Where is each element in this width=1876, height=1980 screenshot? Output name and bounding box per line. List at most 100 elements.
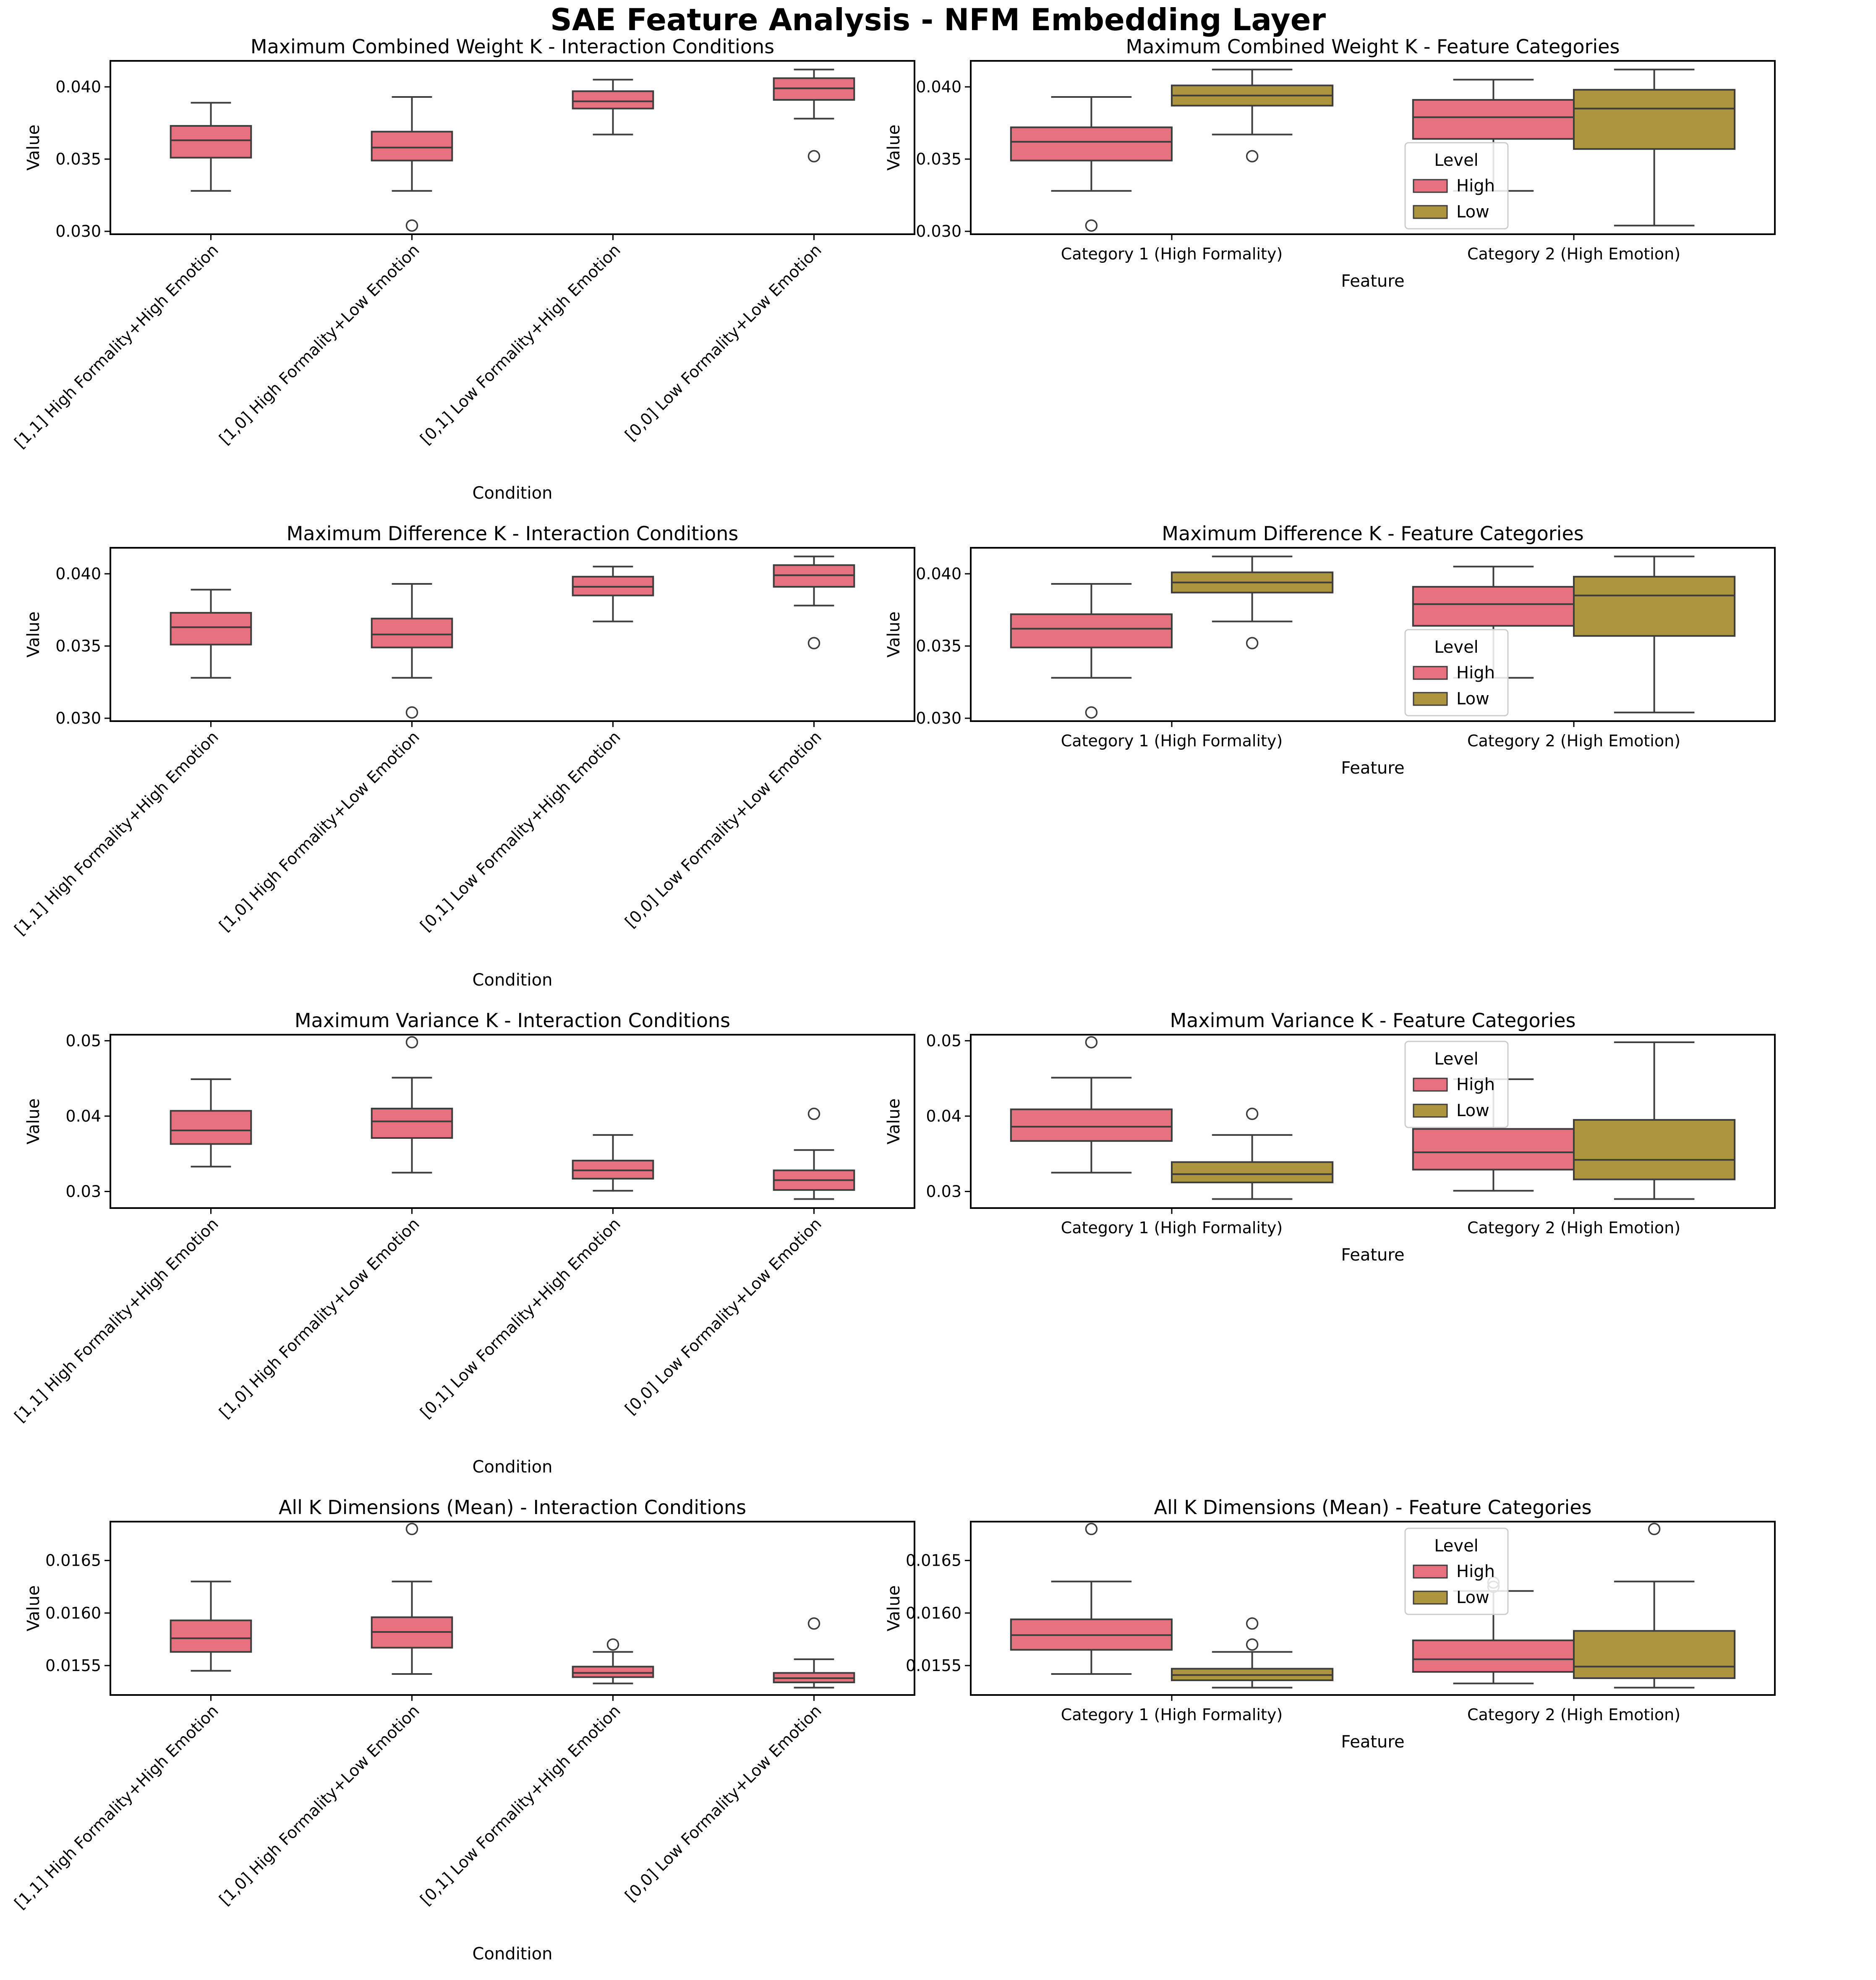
y-tick-label: 0.0155 — [906, 1656, 962, 1675]
x-axis-label: Feature — [1341, 1732, 1404, 1752]
box-iqr — [371, 617, 453, 649]
panel-r2c0: Maximum Variance K - Interaction Conditi… — [11, 1009, 915, 1477]
legend-title: Level — [1434, 1049, 1479, 1069]
x-tick-label: [0,0] Low Formality+Low Emotion — [622, 241, 825, 444]
y-tick-label: 0.05 — [65, 1031, 101, 1050]
panel-title: All K Dimensions (Mean) - Interaction Co… — [279, 1496, 746, 1519]
y-tick-label: 0.035 — [55, 150, 101, 168]
box-iqr — [371, 1107, 453, 1139]
outlier-point — [405, 1522, 418, 1535]
legend-swatch-high — [1413, 179, 1448, 193]
legend-swatch-low — [1413, 1104, 1448, 1118]
axes-frame — [110, 1521, 915, 1696]
axes-frame — [970, 1034, 1776, 1209]
outlier-point — [1246, 1638, 1259, 1651]
box-iqr — [1412, 586, 1575, 627]
y-axis-label: Value — [24, 1099, 43, 1145]
box-category-1-high-formality--low — [1171, 1107, 1334, 1200]
box-category-1-high-formality--high — [1010, 583, 1173, 719]
y-axis-label: Value — [24, 1585, 43, 1632]
outlier-point — [1246, 1107, 1259, 1120]
outlier-point — [1085, 1522, 1098, 1535]
y-tick-label: 0.040 — [916, 78, 962, 96]
panel-title: Maximum Variance K - Feature Categories — [1170, 1009, 1576, 1032]
legend-label-low: Low — [1456, 1101, 1489, 1120]
panel-r3c1: All K Dimensions (Mean) - Feature Catego… — [884, 1496, 1776, 1752]
box-iqr — [1412, 1639, 1575, 1673]
outlier-point — [1246, 150, 1259, 162]
y-tick-label: 0.030 — [55, 709, 101, 727]
x-tick-label: Category 1 (High Formality) — [1061, 1219, 1283, 1237]
panel-r2c1: Maximum Variance K - Feature Categories 0… — [884, 1009, 1776, 1265]
box-iqr — [170, 125, 252, 159]
legend-label-high: High — [1456, 1562, 1495, 1581]
x-tick-label: Category 2 (High Emotion) — [1467, 732, 1680, 750]
legend-swatch-high — [1413, 1564, 1448, 1579]
panel-title: Maximum Difference K - Interaction Condi… — [287, 522, 739, 545]
y-tick-label: 0.030 — [916, 222, 962, 241]
outlier-point — [807, 637, 820, 649]
legend-swatch-low — [1413, 1590, 1448, 1605]
box--1-0-high-formality-low-emotion-high — [371, 1036, 453, 1174]
legend-label-high: High — [1456, 663, 1495, 683]
x-tick-label: Category 1 (High Formality) — [1061, 1705, 1283, 1724]
x-tick-label: Category 1 (High Formality) — [1061, 245, 1283, 263]
outlier-point — [405, 219, 418, 232]
y-axis-label: Value — [884, 125, 904, 171]
box-category-1-high-formality--high — [1010, 1036, 1173, 1174]
box-iqr — [1573, 1119, 1736, 1180]
legend-label-low: Low — [1456, 1588, 1489, 1607]
box--0-0-low-formality-low-emotion-high — [773, 68, 855, 162]
y-axis-label: Value — [884, 1099, 904, 1145]
box-iqr — [1171, 1161, 1334, 1183]
box-category-1-high-formality--low — [1171, 555, 1334, 649]
x-tick-label: Category 2 (High Emotion) — [1467, 1705, 1680, 1724]
box--1-0-high-formality-low-emotion-high — [371, 583, 453, 719]
y-tick-label: 0.04 — [926, 1107, 962, 1125]
y-tick-label: 0.0160 — [906, 1604, 962, 1622]
x-axis-label: Condition — [473, 484, 553, 503]
legend-label-high: High — [1456, 1075, 1495, 1094]
panel-r1c0: Maximum Difference K - Interaction Condi… — [11, 522, 915, 990]
legend-label-low: Low — [1456, 202, 1489, 222]
panel-r1c1: Maximum Difference K - Feature Categorie… — [884, 522, 1776, 778]
box-iqr — [170, 612, 252, 646]
legend-label-low: Low — [1456, 689, 1489, 709]
box--0-1-low-formality-high-emotion-high — [572, 1134, 654, 1192]
box-category-2-high-emotion--high — [1412, 1078, 1575, 1192]
y-axis-label: Value — [884, 1585, 904, 1632]
box-iqr — [1573, 575, 1736, 637]
axes-frame — [110, 60, 915, 235]
box-category-2-high-emotion--low — [1573, 1041, 1736, 1200]
x-axis-label: Feature — [1341, 1245, 1404, 1265]
legend: Level High Low — [1404, 1528, 1509, 1615]
box--1-0-high-formality-low-emotion-high — [371, 1522, 453, 1675]
box-iqr — [1412, 1128, 1575, 1171]
legend-swatch-low — [1413, 205, 1448, 219]
y-tick-label: 0.0155 — [45, 1656, 101, 1675]
x-axis-label: Condition — [473, 970, 553, 990]
x-tick-label: Category 1 (High Formality) — [1061, 732, 1283, 750]
x-tick-label: [1,0] High Formality+Low Emotion — [216, 241, 423, 448]
outlier-point — [405, 1036, 418, 1049]
legend: Level High Low — [1404, 142, 1509, 230]
axes-frame — [110, 547, 915, 722]
box-iqr — [1412, 99, 1575, 140]
legend-label-high: High — [1456, 176, 1495, 196]
panels: Maximum Combined Weight K - Interaction … — [11, 35, 1776, 1964]
y-tick-label: 0.030 — [916, 709, 962, 727]
y-axis-label: Value — [884, 612, 904, 658]
box-category-2-high-emotion--low — [1573, 1522, 1736, 1689]
outlier-point — [1246, 1617, 1259, 1630]
x-tick-label: [0,0] Low Formality+Low Emotion — [622, 1214, 825, 1418]
x-tick-label: [1,0] High Formality+Low Emotion — [216, 727, 423, 935]
legend-title: Level — [1434, 1536, 1479, 1556]
box-iqr — [1573, 89, 1736, 150]
box--1-1-high-formality-high-emotion-high — [170, 1078, 252, 1168]
box-category-2-high-emotion--low — [1573, 68, 1736, 227]
legend: Level High Low — [1404, 1041, 1509, 1128]
x-tick-label: [0,0] Low Formality+Low Emotion — [622, 727, 825, 931]
box--0-1-low-formality-high-emotion-high — [572, 1638, 654, 1684]
y-tick-label: 0.0165 — [45, 1551, 101, 1570]
